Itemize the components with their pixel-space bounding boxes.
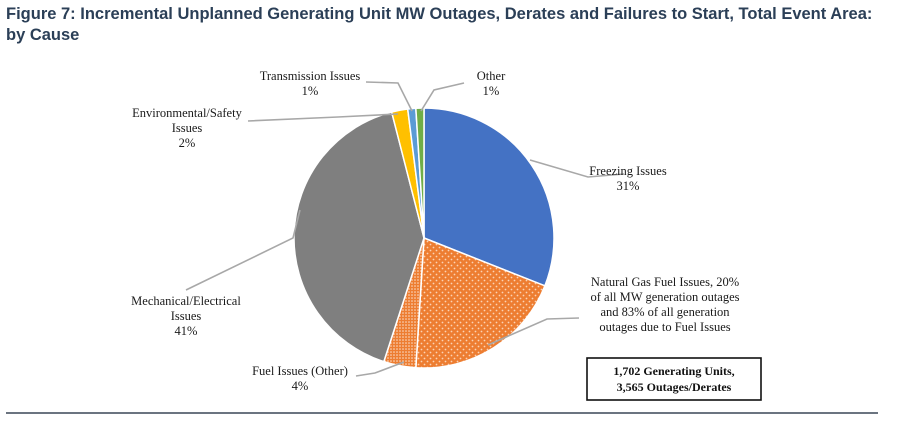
leader-lines	[185, 81, 625, 377]
leader-line-4	[247, 113, 399, 122]
slice-label-1-line-2: and 83% of all generation	[600, 305, 730, 319]
slice-label-4-line-0: Environmental/Safety	[132, 106, 242, 120]
slice-label-3-line-1: Issues	[171, 309, 202, 323]
slice-label-2-line-0: Fuel Issues (Other)	[252, 364, 348, 378]
slice-label-0: Freezing Issues 31%	[589, 164, 667, 193]
slice-label-1-line-0: Natural Gas Fuel Issues, 20%	[591, 275, 739, 289]
annotation-line-1: 1,702 Generating Units,	[613, 364, 734, 378]
pie-slices	[293, 107, 555, 369]
leader-line-0	[529, 159, 625, 178]
slice-label-2: Fuel Issues (Other) 4%	[252, 364, 348, 393]
leader-line-3	[185, 209, 301, 291]
slice-label-0-line-0: Freezing Issues	[589, 164, 667, 178]
slice-label-4-line-1: Issues	[172, 121, 203, 135]
slice-label-5-line-1: 1%	[302, 84, 319, 98]
slice-label-6-line-0: Other	[477, 69, 506, 83]
annotation-box: 1,702 Generating Units, 3,565 Outages/De…	[586, 357, 762, 401]
leader-line-6	[420, 82, 465, 112]
slice-label-1-line-1: of all MW generation outages	[590, 290, 739, 304]
slice-label-4-line-2: 2%	[179, 136, 196, 150]
chart-title: Figure 7: Incremental Unplanned Generati…	[6, 4, 886, 46]
chart-title-line-2: by Cause	[6, 26, 80, 44]
slice-label-6: Other 1%	[477, 69, 506, 98]
pie-slice-0	[423, 107, 555, 287]
pie-slice-1	[415, 236, 546, 369]
slice-label-4: Environmental/Safety Issues 2%	[132, 106, 242, 150]
slice-label-1: Natural Gas Fuel Issues, 20% of all MW ge…	[590, 275, 739, 334]
chart-title-line-1: Figure 7: Incremental Unplanned Generati…	[6, 5, 873, 23]
slice-label-3: Mechanical/Electrical Issues 41%	[131, 294, 241, 338]
pie-slice-6	[415, 107, 425, 239]
slice-labels: Freezing Issues 31% Natural Gas Fuel Issue…	[131, 69, 739, 393]
slice-label-0-line-1: 31%	[617, 179, 640, 193]
annotation-line-2: 3,565 Outages/Derates	[617, 380, 732, 394]
slice-label-5-line-0: Transmission Issues	[260, 69, 361, 83]
slice-label-5: Transmission Issues 1%	[260, 69, 361, 98]
slice-label-6-line-1: 1%	[483, 84, 500, 98]
slice-label-3-line-0: Mechanical/Electrical	[131, 294, 241, 308]
leader-line-2	[355, 361, 405, 377]
slice-label-1-line-3: outages due to Fuel Issues	[599, 320, 730, 334]
leader-line-5	[365, 81, 413, 112]
leader-line-1	[487, 317, 580, 346]
slice-label-2-line-1: 4%	[292, 379, 309, 393]
slice-label-3-line-2: 41%	[175, 324, 198, 338]
bottom-rule	[6, 412, 878, 414]
